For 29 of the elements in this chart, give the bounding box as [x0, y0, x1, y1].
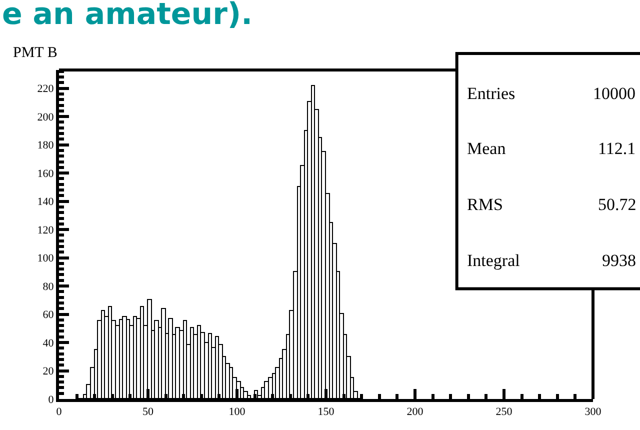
text: 50.72: [598, 195, 636, 214]
y-tick-label: 0: [48, 394, 54, 406]
y-tick-label: 60: [42, 309, 54, 322]
x-tick-label: 250: [496, 406, 513, 418]
y-tick-label: 120: [37, 224, 54, 236]
annotation: Integral: [467, 251, 520, 270]
y-tick-label: 200: [37, 111, 54, 124]
annotation: RMS: [467, 195, 503, 214]
y-tick-label: 80: [42, 280, 54, 293]
text: e an amateur).: [2, 0, 253, 32]
y-tick-label: 100: [37, 252, 54, 265]
chart-title: PMT B: [13, 45, 58, 61]
x-tick-label: 0: [56, 406, 62, 418]
text: 9938: [602, 251, 636, 270]
x-tick-label: 50: [142, 406, 154, 418]
y-tick-label: 20: [42, 366, 54, 378]
annotation: Entries: [467, 84, 516, 103]
text: 112.1: [598, 139, 636, 158]
annotation: 10000: [593, 84, 636, 103]
x-tick-label: 100: [228, 406, 246, 418]
x-tick-label: 200: [406, 406, 424, 418]
y-tick-label: 180: [37, 140, 54, 152]
x-tick-label: 150: [318, 406, 335, 418]
y-tick-label: 220: [37, 83, 54, 96]
annotation: Mean: [467, 139, 506, 158]
y-tick-label: 140: [37, 196, 54, 208]
y-tick-label: 40: [42, 337, 54, 350]
x-tick-label: 300: [584, 406, 602, 418]
y-tick-label: 160: [37, 168, 54, 180]
